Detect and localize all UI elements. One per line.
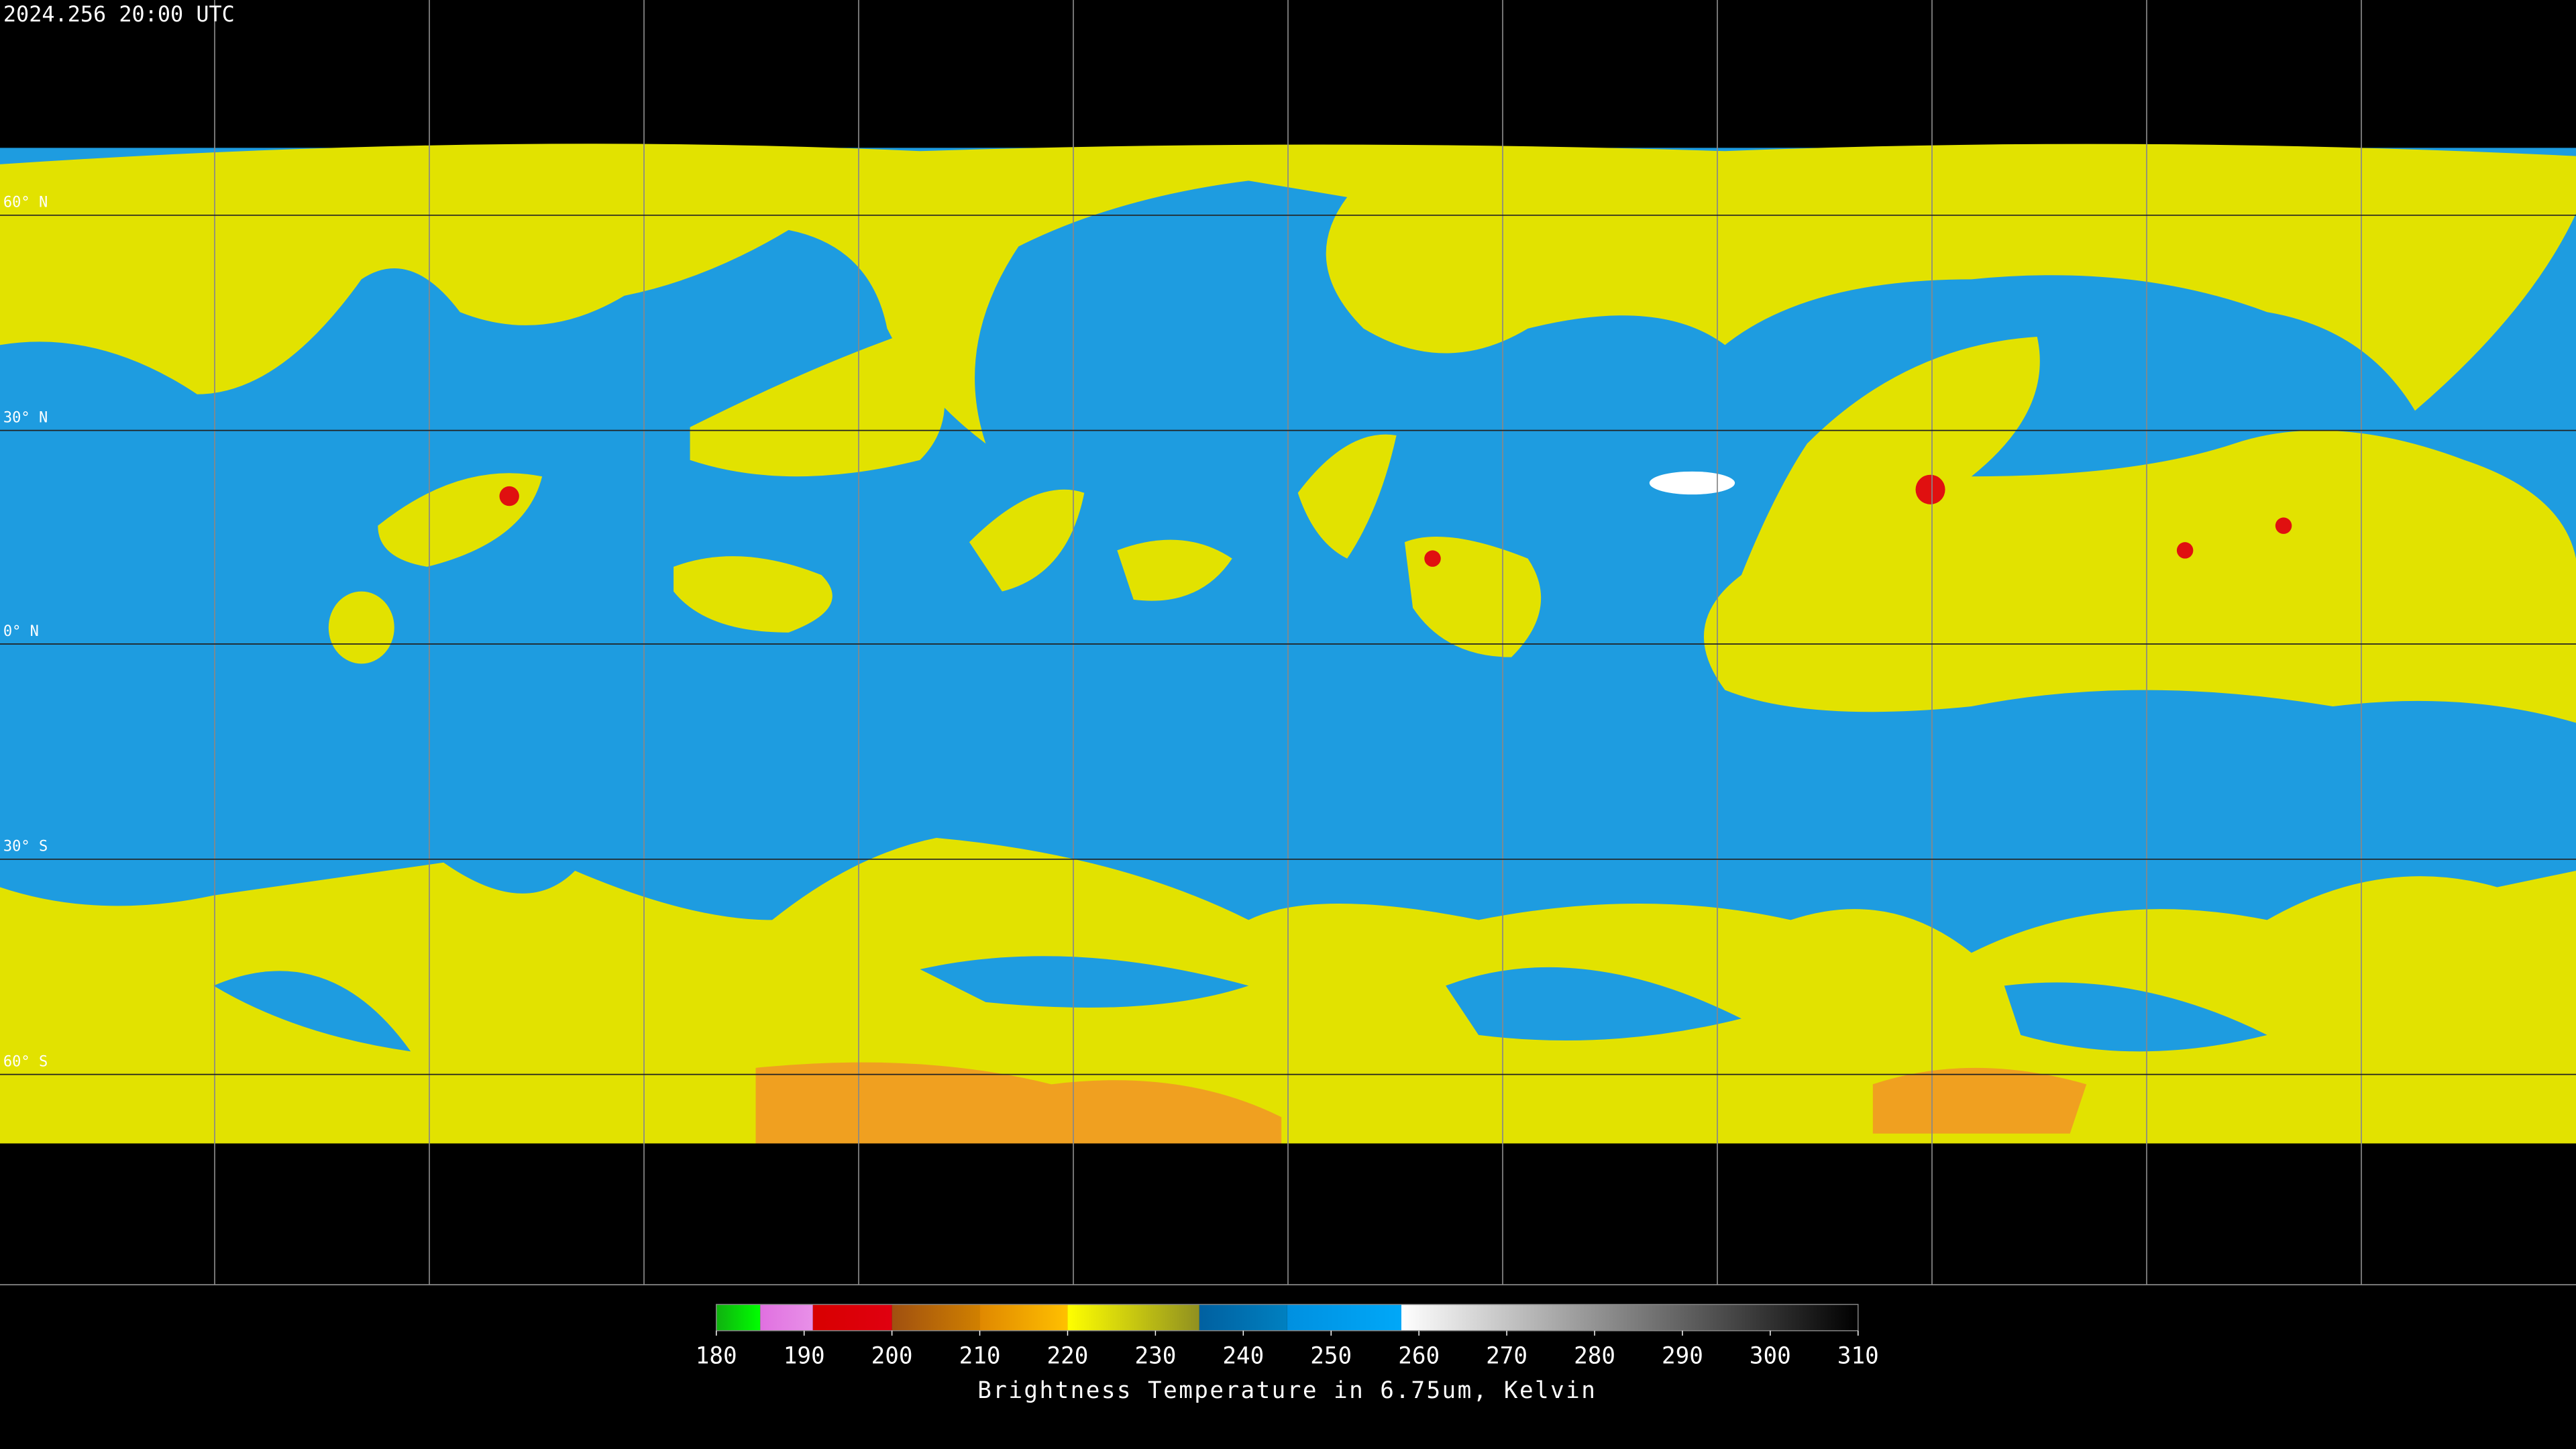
colorbar-tick-label: 290 xyxy=(1662,1343,1703,1370)
cold-dry-air xyxy=(755,1062,2087,1144)
colorbar-tick-label: 200 xyxy=(871,1343,913,1370)
atlantic-convection xyxy=(1117,539,1232,601)
white-patch xyxy=(1649,471,1735,495)
timestamp: 2024.256 20:00 UTC xyxy=(3,1,235,27)
africa-convection xyxy=(1297,434,1397,559)
lat-label: 0° N xyxy=(3,623,39,640)
moist-filament xyxy=(2004,982,2267,1052)
red-core xyxy=(499,486,519,506)
colorbar-segment xyxy=(979,1304,1068,1331)
colorbar-segment xyxy=(716,1304,761,1331)
colorbar-segment xyxy=(1401,1304,1858,1331)
colorbar-label: Brightness Temperature in 6.75um, Kelvin xyxy=(977,1377,1597,1404)
orange-patch xyxy=(1872,1067,2087,1134)
central-america-convection xyxy=(674,556,833,633)
lat-label: 60° N xyxy=(3,195,48,211)
colorbar-frame xyxy=(716,1303,1859,1332)
colorbar-tick-label: 230 xyxy=(1134,1343,1176,1370)
moist-filament xyxy=(1446,967,1741,1041)
moist-filament xyxy=(213,971,411,1052)
colorbar-tick-label: 190 xyxy=(784,1343,825,1370)
colorbar-segment xyxy=(812,1304,892,1331)
red-core xyxy=(1424,550,1441,567)
colorbar-tick-label: 300 xyxy=(1750,1343,1791,1370)
graticule: 60° N 30° N 0° N 30° S 60° S xyxy=(0,0,2576,1285)
colorbar: 180 190 200 210 220 230 240 250 260 270 280 290 300 3… xyxy=(696,1303,1879,1404)
colorbar-segment xyxy=(1067,1304,1199,1331)
red-core xyxy=(2176,542,2194,559)
colorbar-tick-label: 270 xyxy=(1486,1343,1527,1370)
colorbar-segment xyxy=(1287,1304,1401,1331)
colorbar-tick-label: 260 xyxy=(1398,1343,1440,1370)
colorbar-segment xyxy=(892,1304,980,1331)
colorbar-segment xyxy=(1199,1304,1287,1331)
colorbar-tick-label: 180 xyxy=(696,1343,737,1370)
lat-label: 30° S xyxy=(3,839,48,855)
colorbar-tick-label: 240 xyxy=(1222,1343,1264,1370)
colorbar-tick-label: 210 xyxy=(959,1343,1001,1370)
orange-patch xyxy=(755,1062,1282,1144)
pacific-eddy xyxy=(328,591,394,664)
moist-filament xyxy=(920,956,1249,1008)
atlantic-convection xyxy=(969,489,1085,592)
moist-filaments xyxy=(213,956,2267,1052)
atlantic-dry xyxy=(690,328,945,477)
lat-label: 60° S xyxy=(3,1053,48,1070)
colorbar-tick-label: 310 xyxy=(1837,1343,1879,1370)
colorbar-tick-label: 220 xyxy=(1047,1343,1089,1370)
africa-convection xyxy=(1404,537,1542,657)
colorbar-tick-label: 280 xyxy=(1574,1343,1615,1370)
deep-convection xyxy=(499,474,2292,567)
lat-label: 30° N xyxy=(3,409,48,426)
red-core xyxy=(1915,474,1945,504)
red-core xyxy=(2275,517,2292,534)
asia-convection xyxy=(1703,337,2576,723)
colorbar-segment xyxy=(760,1304,813,1331)
colorbar-tick-label: 250 xyxy=(1310,1343,1352,1370)
